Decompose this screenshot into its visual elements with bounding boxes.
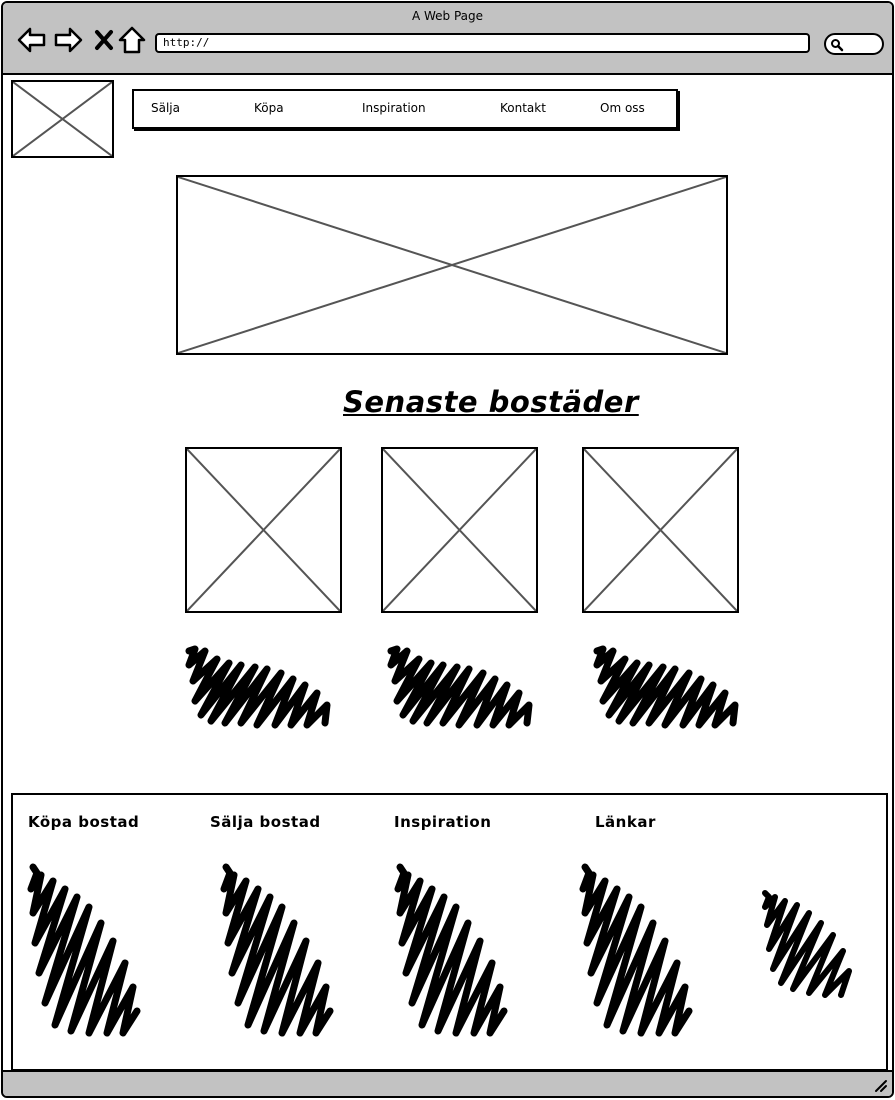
listing-text-scribble <box>593 645 739 729</box>
search-icon <box>831 39 844 52</box>
browser-search-field[interactable] <box>824 33 884 55</box>
back-arrow-icon[interactable] <box>17 25 47 55</box>
nav-item-salja[interactable]: Sälja <box>151 101 180 115</box>
main-nav-menu: Sälja Köpa Inspiration Kontakt Om oss <box>132 89 678 129</box>
logo-image-placeholder <box>11 80 114 158</box>
listing-image-placeholder[interactable] <box>381 447 538 613</box>
footer-heading-inspiration: Inspiration <box>394 813 492 831</box>
hero-image-placeholder <box>176 175 728 355</box>
close-x-icon[interactable] <box>89 25 119 55</box>
footer-heading-salja-bostad: Sälja bostad <box>210 813 321 831</box>
listing-text-scribble <box>387 645 533 729</box>
latest-homes-heading: Senaste bostäder <box>343 385 639 419</box>
address-bar[interactable]: http:// <box>155 33 810 53</box>
footer-heading-lankar: Länkar <box>595 813 656 831</box>
footer-heading-kopa-bostad: Köpa bostad <box>28 813 140 831</box>
nav-item-om-oss[interactable]: Om oss <box>600 101 645 115</box>
footer-text-scribble <box>579 863 693 1037</box>
footer-text-scribble <box>27 863 141 1037</box>
listing-image-placeholder[interactable] <box>582 447 739 613</box>
nav-item-kopa[interactable]: Köpa <box>254 101 284 115</box>
site-footer: Köpa bostad Sälja bostad Inspiration Län… <box>11 793 888 1071</box>
forward-arrow-icon[interactable] <box>53 25 83 55</box>
footer-text-scribble <box>220 863 334 1037</box>
browser-titlebar: A Web Page http:// <box>3 3 892 75</box>
nav-item-kontakt[interactable]: Kontakt <box>500 101 546 115</box>
window-title: A Web Page <box>411 9 484 23</box>
browser-statusbar <box>3 1070 892 1096</box>
footer-text-scribble <box>762 890 852 998</box>
home-icon[interactable] <box>117 25 147 55</box>
nav-item-inspiration[interactable]: Inspiration <box>362 101 426 115</box>
footer-text-scribble <box>394 863 508 1037</box>
listing-text-scribble <box>185 645 331 729</box>
listing-image-placeholder[interactable] <box>185 447 342 613</box>
resize-grip-icon[interactable] <box>872 1077 888 1093</box>
